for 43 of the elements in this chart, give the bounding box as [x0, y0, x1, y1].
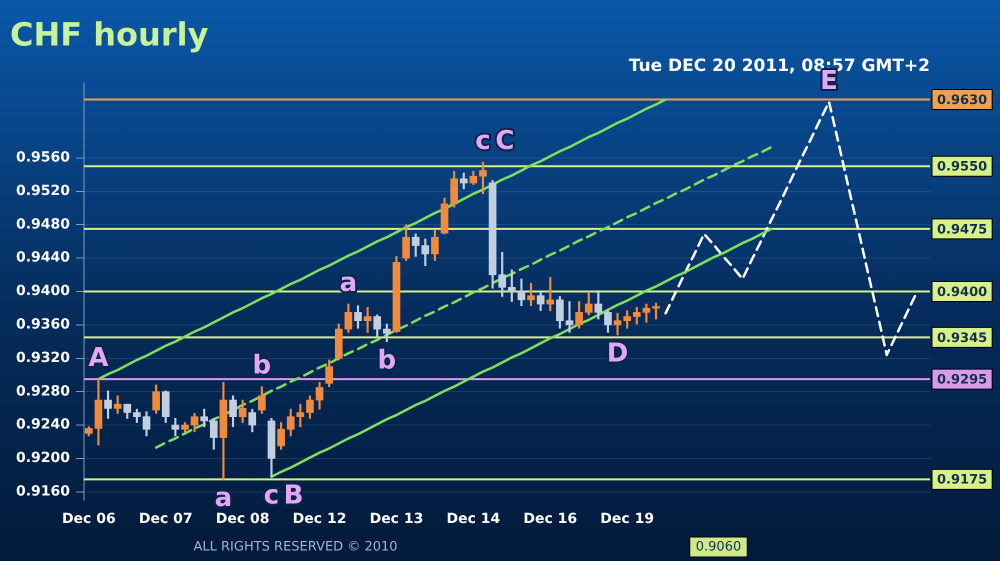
x-tick-label: Dec 07	[138, 511, 193, 528]
y-tick-label: 0.9520	[16, 182, 70, 199]
ref-line-label: 0.9475	[937, 222, 988, 238]
ref-line-label: 0.9400	[937, 284, 988, 300]
y-tick-label: 0.9280	[16, 383, 70, 400]
y-tick-label: 0.9320	[16, 350, 70, 366]
ref-line-label: 0.9175	[937, 472, 988, 488]
candlestick	[546, 276, 554, 312]
y-tick-label: 0.9480	[16, 216, 70, 232]
ref-line-label: 0.9345	[937, 330, 988, 346]
text: 0.9060	[696, 539, 742, 554]
x-tick-label: Dec 19	[600, 511, 654, 528]
ref-line-label: 0.9630	[937, 92, 988, 108]
y-tick-label: 0.9160	[16, 483, 70, 500]
annotation: a	[340, 268, 358, 298]
x-tick-label: Dec 14	[446, 511, 501, 528]
candlestick	[508, 269, 516, 302]
x-tick-label: Dec 16	[523, 511, 578, 528]
annotation: C	[495, 126, 515, 156]
x-tick-label: Dec 08	[216, 511, 270, 528]
y-tick-label: 0.9440	[16, 250, 70, 266]
annotation: b	[378, 345, 396, 376]
annotation: D	[606, 338, 628, 369]
annotation: a	[214, 483, 232, 514]
y-tick-label: 0.9240	[16, 416, 70, 433]
y-tick-label: 0.9200	[16, 450, 70, 466]
annotation: c	[475, 126, 491, 156]
line-series	[664, 100, 917, 356]
chart-title: CHF hourly	[10, 16, 209, 54]
ref-line-label: 0.9550	[937, 160, 988, 175]
x-tick-label: Dec 06	[62, 511, 116, 528]
y-tick-label: 0.9400	[16, 283, 70, 300]
y-tick-label: 0.9560	[16, 150, 70, 166]
text: ALL RIGHTS RESERVED © 2010	[193, 539, 398, 554]
candlestick	[296, 404, 304, 428]
annotation: A	[88, 342, 109, 373]
y-tick-label: 0.9360	[16, 316, 70, 333]
annotation: B	[284, 480, 304, 511]
annotation: b	[252, 350, 272, 380]
ref-line-label: 0.9295	[937, 372, 988, 388]
x-tick-label: Dec 13	[370, 511, 424, 528]
annotation: c	[264, 480, 280, 511]
x-tick-label: Dec 12	[292, 511, 346, 528]
